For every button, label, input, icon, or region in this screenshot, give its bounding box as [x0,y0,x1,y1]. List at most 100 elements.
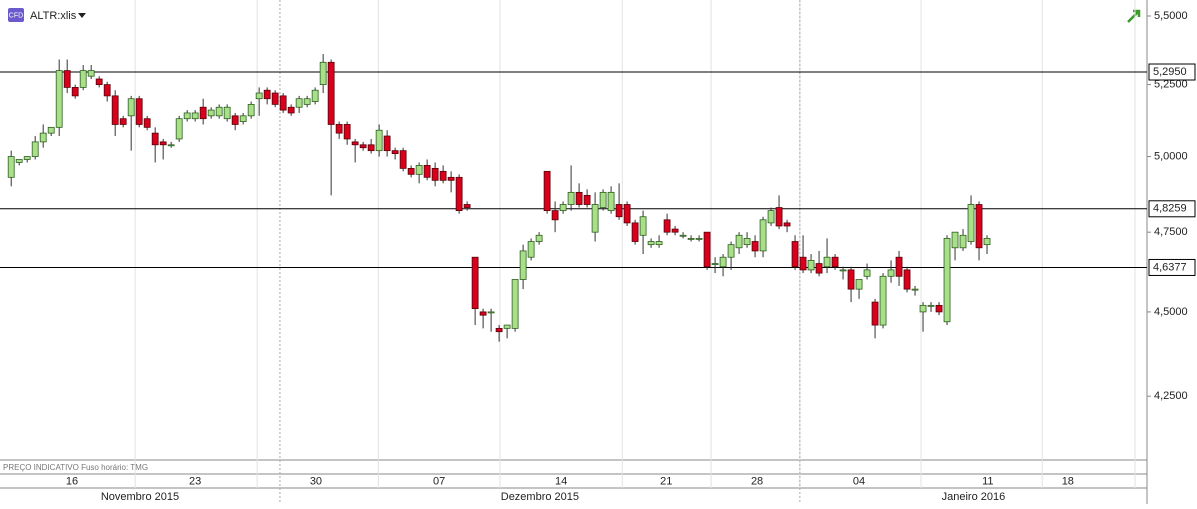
candle-body [63,70,71,88]
level-label: 4,6377 [1153,261,1187,273]
candle-body [647,241,655,246]
candle-body [831,256,839,268]
candle-body [711,263,719,265]
x-tick-label: 18 [1062,475,1074,487]
candle-body [879,275,887,326]
candle-body [47,126,55,134]
candle-body [967,204,975,242]
candle-body [215,106,223,117]
x-tick-label: 21 [660,475,672,487]
candle-body [431,167,439,181]
candle-body [743,237,751,246]
candle-body [351,141,359,146]
candle-body [583,194,591,205]
candle-body [207,109,215,117]
candle-body [655,241,663,246]
candle-body [103,84,111,97]
candle-body [575,191,583,205]
candle-body [15,159,23,163]
candle-body [983,237,991,246]
symbol-dropdown[interactable] [78,13,86,18]
candle-body [119,118,127,125]
symbol[interactable]: ALTR:xlis [30,10,77,22]
candle-body [671,228,679,233]
x-tick-label: 04 [853,475,865,487]
candle-body [463,204,471,208]
candle-body [391,150,399,154]
candle-body [471,256,479,310]
candle-body [295,98,303,108]
candle-body [535,234,543,242]
candle-body [759,219,767,252]
x-tick-label: 07 [433,475,445,487]
candle-body [487,311,495,314]
candle-body [23,156,31,160]
candle-body [639,216,647,236]
candle-body [919,304,927,313]
candle-body [143,118,151,128]
candle-body [663,219,671,233]
badge: CFD [9,12,23,19]
candle-body [375,129,383,152]
candle-body [87,70,95,77]
candle-body [167,144,175,147]
candle-body [503,324,511,329]
candle-body [191,112,199,120]
candle-body [135,98,143,125]
candle-body [223,106,231,120]
level-label: 4,8259 [1153,203,1187,215]
candle-body [935,304,943,313]
candle-body [231,115,239,125]
candle-body [127,98,135,117]
candle-body [271,92,279,105]
candle-body [303,98,311,105]
y-tick-label: 5,2500 [1154,79,1188,91]
candle-body [183,112,191,120]
candle-body [911,288,919,291]
candle-body [199,106,207,120]
y-tick-label: 5,0000 [1154,150,1188,162]
candle-body [607,191,615,212]
candle-body [399,150,407,169]
candle-body [631,222,639,242]
candle-body [567,191,575,205]
candle-body [719,256,727,268]
candle-body [695,237,703,240]
x-tick-label: 23 [189,475,201,487]
candle-body [943,237,951,323]
candle-body [407,167,415,175]
badge-box [8,8,24,22]
candle-body [839,269,847,272]
candle-body [799,256,807,271]
candle-body [479,311,487,316]
candle-body [447,176,455,181]
candle-body [39,132,47,143]
candle-body [767,210,775,224]
x-tick-label: 11 [982,475,993,487]
candle-body [887,269,895,277]
candle-body [543,170,551,212]
month-label: Dezembro 2015 [501,491,579,503]
candle-body [871,301,879,326]
candle-body [367,144,375,152]
candle-body [703,231,711,268]
candle-body [495,327,503,333]
level-label-box [1148,63,1196,81]
candle-body [319,61,327,85]
level-label-box [1148,200,1196,218]
candle-body [71,87,79,97]
candle-body [287,106,295,114]
candle-body [775,207,783,227]
candle-body [559,204,567,212]
candle-body [95,78,103,85]
candle-body [815,263,823,274]
candle-body [783,222,791,227]
footnote: PREÇO INDICATIVO Fuso horário: TMG [3,463,148,472]
candle-body [895,256,903,277]
candle-body [951,231,959,249]
candle-body [79,70,87,88]
candle-body [359,144,367,149]
candle-body [423,165,431,178]
y-tick-label: 4,7500 [1154,226,1188,238]
